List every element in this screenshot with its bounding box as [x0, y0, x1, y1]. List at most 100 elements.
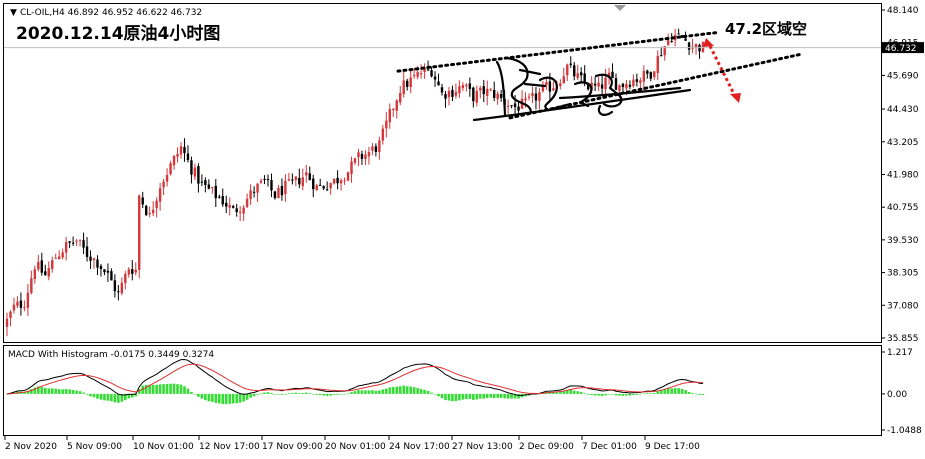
- candle-body: [162, 181, 165, 188]
- macd-histogram-bar: [444, 393, 447, 401]
- macd-label: MACD With Histogram -0.0175 0.3449 0.327…: [8, 350, 214, 360]
- candle-body: [315, 185, 318, 191]
- time-axis-label: 7 Dec 01:00: [582, 442, 637, 452]
- macd-histogram-bar: [266, 392, 270, 394]
- macd-histogram-bar: [130, 393, 134, 398]
- macd-histogram-bar: [579, 391, 583, 394]
- candle-body: [16, 301, 19, 306]
- macd-histogram-bar: [23, 391, 26, 394]
- macd-histogram-bar: [701, 393, 705, 395]
- candle-body: [89, 256, 92, 261]
- candle-body: [461, 85, 465, 89]
- candle-body: [607, 72, 611, 77]
- macd-histogram-bar: [576, 391, 580, 394]
- candle-body: [131, 269, 134, 274]
- macd-histogram-bar: [75, 390, 78, 394]
- price-axis-label: 40.755: [887, 203, 919, 213]
- macd-histogram-bar: [214, 393, 218, 403]
- candle-body: [350, 161, 353, 174]
- candle-body: [510, 105, 513, 107]
- candle-body: [573, 65, 576, 77]
- candle-body: [614, 78, 618, 90]
- macd-histogram-bar: [217, 393, 221, 404]
- candle-body: [534, 93, 538, 101]
- price-panel-frame: [3, 3, 882, 343]
- annotation-text: 47.2区域空: [725, 20, 807, 38]
- candle-body: [145, 205, 148, 215]
- macd-histogram-bar: [106, 393, 110, 401]
- candle-body: [552, 88, 555, 91]
- macd-histogram-bar: [89, 393, 92, 397]
- price-axis-label: 48.140: [887, 6, 919, 16]
- channel-upper-line[interactable]: [396, 30, 720, 73]
- price-axis-label: 37.080: [887, 301, 919, 311]
- candle-body: [44, 271, 47, 275]
- candle-body: [451, 89, 454, 97]
- macd-histogram-bar: [496, 393, 499, 398]
- price-axis-label: 43.205: [887, 138, 919, 148]
- macd-axis-label: 0.00: [887, 390, 907, 400]
- candle-body: [513, 103, 517, 108]
- candle-body: [120, 282, 124, 294]
- candle-body: [75, 240, 78, 242]
- macd-histogram-bar: [30, 389, 33, 394]
- macd-histogram-bar: [207, 393, 211, 402]
- macd-histogram-bar: [231, 393, 235, 404]
- candle-body: [472, 87, 475, 102]
- macd-histogram-bar: [235, 393, 238, 404]
- macd-histogram-bar: [221, 393, 225, 404]
- candle-body: [64, 241, 68, 253]
- macd-histogram-bar: [249, 393, 252, 398]
- macd-histogram-bar: [169, 383, 172, 394]
- candle-body: [124, 273, 127, 283]
- macd-histogram-bar: [649, 393, 653, 394]
- macd-histogram-bar: [597, 393, 600, 396]
- macd-histogram-bar: [409, 386, 412, 394]
- macd-histogram-bar: [694, 393, 698, 395]
- candle-body: [611, 71, 614, 79]
- symbol-arrow-icon[interactable]: ▼: [10, 8, 17, 18]
- macd-histogram-bar: [426, 390, 430, 394]
- candle-body: [541, 85, 545, 92]
- macd-histogram-bar: [371, 390, 374, 394]
- candle-body: [586, 84, 590, 90]
- macd-histogram-bar: [378, 390, 381, 394]
- macd-histogram-bar: [482, 393, 486, 399]
- candle-body: [430, 70, 433, 77]
- candle-body: [493, 90, 496, 98]
- price-axis-label: 45.690: [887, 71, 919, 81]
- candle-body: [329, 183, 332, 189]
- macd-histogram-bar: [586, 393, 590, 395]
- candle-body: [249, 190, 252, 200]
- macd-histogram-bar: [92, 393, 96, 398]
- macd-histogram-bar: [590, 393, 593, 396]
- macd-histogram-bar: [197, 393, 200, 397]
- candle-body: [68, 241, 71, 243]
- candle-body: [545, 82, 548, 86]
- macd-histogram-bar: [395, 386, 399, 394]
- candle-body: [127, 269, 130, 275]
- candle-body: [176, 153, 179, 157]
- macd-histogram-bar: [144, 384, 148, 394]
- candle-body: [496, 93, 499, 99]
- macd-histogram-bar: [162, 384, 165, 394]
- macd-histogram-bar: [165, 384, 169, 394]
- candle-body: [402, 80, 405, 95]
- time-axis-label: 2 Dec 09:00: [519, 442, 574, 452]
- macd-histogram-bar: [82, 392, 85, 394]
- macd-histogram-bar: [569, 389, 573, 394]
- macd-histogram-bar: [263, 392, 266, 394]
- macd-histogram-bar: [698, 393, 701, 395]
- macd-histogram-bar: [440, 393, 444, 399]
- candle-body: [667, 40, 670, 45]
- candle-body: [635, 79, 639, 82]
- candle-body: [218, 196, 221, 198]
- macd-histogram-bar: [259, 393, 263, 394]
- candle-body: [385, 120, 388, 129]
- macd-histogram-bar: [124, 393, 127, 401]
- macd-histogram-bar: [430, 392, 433, 394]
- macd-histogram-bar: [391, 387, 395, 394]
- macd-histogram-bar: [458, 393, 461, 401]
- candle-body: [165, 174, 169, 182]
